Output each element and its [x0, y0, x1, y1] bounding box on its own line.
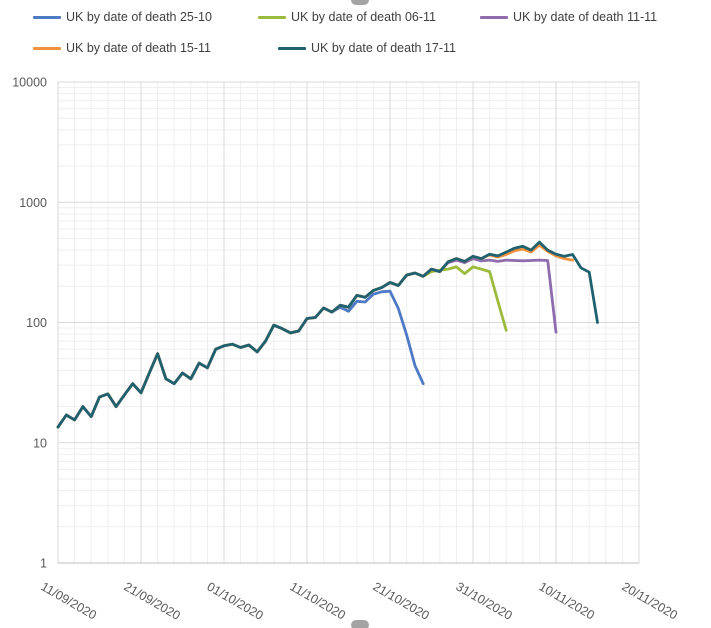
- legend-item-15-11[interactable]: UK by date of death 15-11: [33, 40, 211, 56]
- top-drag-handle[interactable]: [351, 0, 369, 5]
- series-line-uk-by-date-of-death-17-11[interactable]: [56, 240, 599, 429]
- y-axis-tick-label: 1: [40, 557, 47, 571]
- y-axis-tick-label: 10: [33, 436, 47, 450]
- y-axis-tick-label: 1000: [19, 196, 47, 210]
- x-axis-tick-label: 21/09/2020: [122, 579, 183, 622]
- x-axis-tick-label: 11/09/2020: [39, 579, 99, 622]
- legend-label: UK by date of death 15-11: [66, 41, 212, 55]
- legend-label: UK by date of death 25-10: [66, 10, 212, 24]
- legend-item-25-10[interactable]: UK by date of death 25-10: [33, 9, 212, 25]
- legend-line-swatch: [480, 15, 508, 19]
- x-axis-tick-label: 31/10/2020: [454, 579, 515, 622]
- legend-line-swatch: [278, 46, 306, 50]
- legend-item-06-11[interactable]: UK by date of death 06-11: [258, 9, 436, 25]
- legend-line-swatch: [33, 46, 61, 50]
- legend-label: UK by date of death 17-11: [311, 41, 457, 55]
- x-axis-tick-label: 10/11/2020: [537, 579, 597, 622]
- legend-item-17-11[interactable]: UK by date of death 17-11: [278, 40, 456, 56]
- legend-label: UK by date of death 06-11: [291, 10, 437, 24]
- x-axis-tick-label: 21/10/2020: [371, 579, 432, 622]
- x-axis-tick-label: 01/10/2020: [205, 579, 266, 622]
- chart-legend: UK by date of death 25-10 UK by date of …: [0, 0, 711, 64]
- legend-line-swatch: [258, 15, 286, 19]
- y-axis-tick-label: 10000: [12, 76, 47, 90]
- series-line-uk-by-date-of-death-15-11[interactable]: [56, 243, 574, 429]
- bottom-drag-handle[interactable]: [351, 620, 369, 628]
- legend-line-swatch: [33, 15, 61, 19]
- y-axis-tick-label: 100: [26, 316, 47, 330]
- legend-label: UK by date of death 11-11: [513, 10, 658, 24]
- series-line-uk-by-date-of-death-06-11[interactable]: [56, 265, 508, 429]
- x-axis-tick-label: 20/11/2020: [620, 579, 680, 622]
- x-axis-tick-label: 11/10/2020: [288, 579, 348, 622]
- legend-item-11-11[interactable]: UK by date of death 11-11: [480, 9, 657, 25]
